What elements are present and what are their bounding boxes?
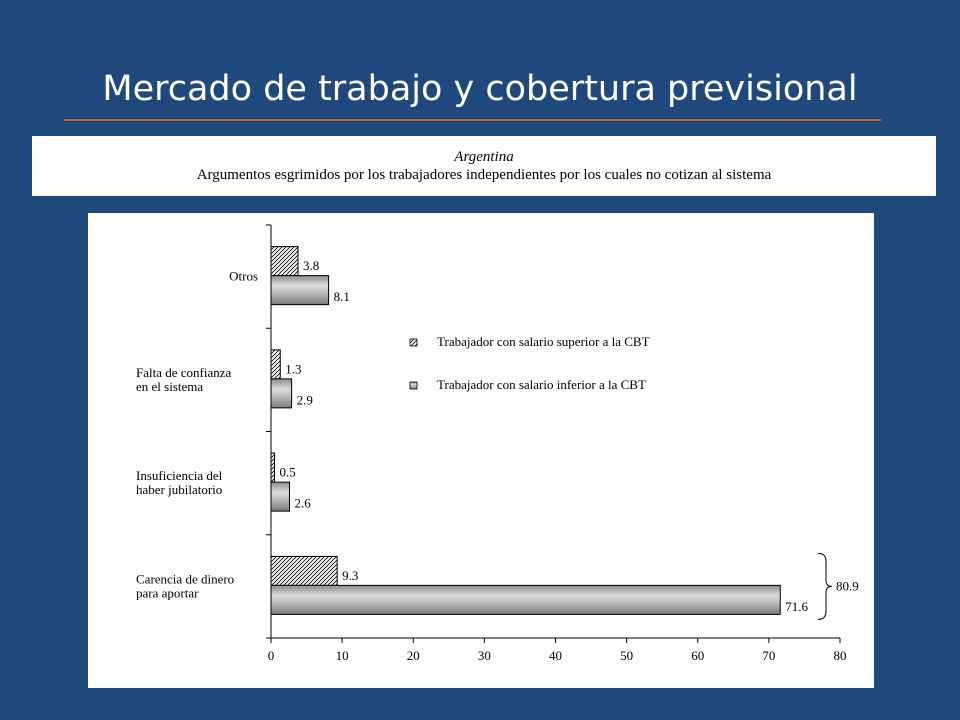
x-tick-label: 60 — [691, 648, 704, 663]
x-tick-label: 80 — [834, 648, 847, 663]
x-tick-label: 0 — [268, 648, 275, 663]
category-label: Otros — [229, 269, 258, 284]
x-tick-label: 30 — [478, 648, 491, 663]
legend-label: Trabajador con salario inferior a la CBT — [437, 377, 646, 392]
bar-superior — [270, 246, 299, 277]
chart-caption-box: Argentina Argumentos esgrimidos por los … — [32, 136, 936, 196]
data-label: 0.5 — [280, 465, 296, 480]
slide-title: Mercado de trabajo y cobertura prevision… — [102, 69, 858, 109]
bar-chart: 0 10 20 30 40 50 60 70 80 Otros 3.8 8.1 Falta de con… — [136, 224, 859, 663]
data-label: 8.1 — [334, 289, 350, 304]
category-label: Falta de confianza — [136, 365, 232, 380]
legend-label: Trabajador con salario superior a la CBT — [437, 334, 650, 349]
data-label: 2.9 — [297, 392, 313, 407]
legend-swatch-inferior — [409, 381, 418, 390]
chart-title: Argentina — [454, 149, 514, 165]
x-tick-label: 10 — [336, 648, 349, 663]
x-tick-label: 20 — [407, 648, 420, 663]
bar-superior — [270, 349, 281, 380]
total-label: 80.9 — [836, 578, 859, 593]
total-brace — [817, 552, 833, 620]
bar-inferior — [270, 481, 290, 512]
data-label: 9.3 — [342, 568, 358, 583]
chart-panel: 0 10 20 30 40 50 60 70 80 Otros 3.8 8.1 Falta de con… — [88, 213, 874, 688]
chart-subtitle: Argumentos esgrimidos por los trabajador… — [196, 167, 772, 183]
title-underline — [64, 119, 881, 121]
category-label: en el sistema — [136, 379, 203, 394]
data-label: 71.6 — [785, 599, 808, 614]
bar-superior — [270, 452, 276, 483]
bar-inferior — [270, 378, 293, 409]
data-label: 3.8 — [303, 258, 319, 273]
category-label: Insuficiencia del — [136, 468, 223, 483]
bar-inferior — [270, 275, 330, 306]
bar-superior — [270, 555, 338, 586]
category-label: haber jubilatorio — [136, 482, 222, 497]
category-label: para aportar — [136, 585, 199, 600]
x-tick-label: 50 — [620, 648, 633, 663]
bar-inferior — [270, 584, 781, 615]
data-label: 2.6 — [294, 496, 311, 511]
data-label: 1.3 — [285, 361, 301, 376]
category-label: Carencia de dinero — [136, 571, 234, 586]
x-tick-label: 40 — [549, 648, 562, 663]
x-tick-label: 70 — [762, 648, 775, 663]
legend-swatch-superior — [409, 338, 418, 347]
